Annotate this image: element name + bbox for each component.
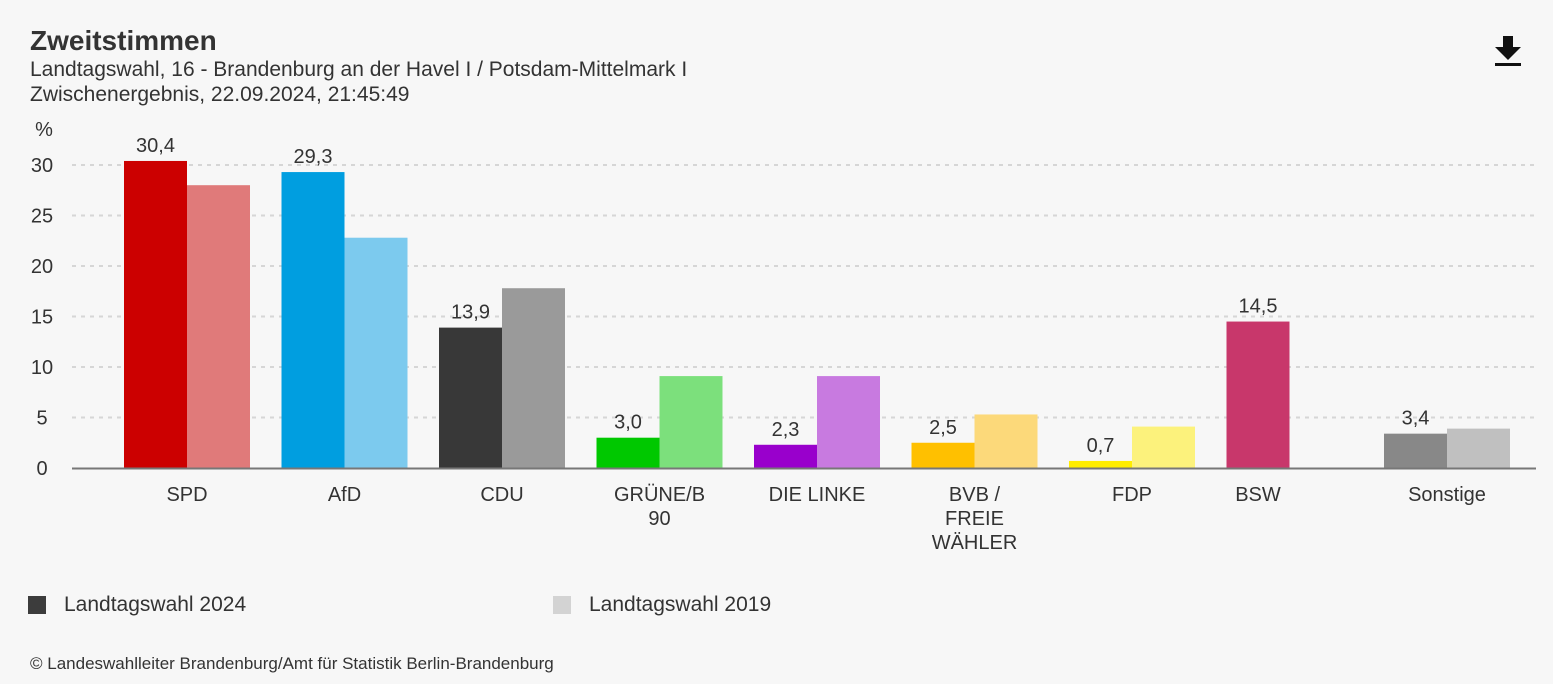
x-tick-label: WÄHLER <box>932 532 1018 554</box>
x-tick-label: FDP <box>1112 484 1152 506</box>
legend-swatch <box>28 596 46 614</box>
copyright-note: © Landeswahlleiter Brandenburg/Amt für S… <box>30 654 554 673</box>
bar-2019[interactable] <box>974 414 1038 468</box>
legend-label: Landtagswahl 2024 <box>64 593 247 616</box>
x-tick-label: CDU <box>480 484 523 506</box>
x-tick-label: Sonstige <box>1408 484 1486 506</box>
bar-2019[interactable] <box>659 376 723 468</box>
bar-2019[interactable] <box>1132 426 1195 468</box>
x-tick-label: BVB / <box>949 484 1001 506</box>
legend-label: Landtagswahl 2019 <box>589 593 772 616</box>
bar-2024[interactable] <box>1226 321 1290 468</box>
y-tick-label: 15 <box>31 307 53 329</box>
chart-title: Zweitstimmen <box>30 25 217 56</box>
bar-chart: 0 5 10 15 20 25 30 % 30,4 29,3 13,9 3,0 2,3 2,5 0,7 1… <box>31 119 1536 554</box>
legend-item-2019[interactable]: Landtagswahl 2019 <box>553 593 771 617</box>
y-tick-label: 30 <box>31 155 53 177</box>
y-tick-label: 20 <box>31 256 53 278</box>
legend-item-2024[interactable]: Landtagswahl 2024 <box>28 593 246 617</box>
x-tick-label: AfD <box>328 484 361 506</box>
bar-2019[interactable] <box>187 185 250 468</box>
y-tick-label: 25 <box>31 206 53 228</box>
y-axis-label: % <box>35 119 53 141</box>
x-tick-label: DIE LINKE <box>769 484 866 506</box>
y-tick-label: 0 <box>36 458 47 480</box>
bar-2019[interactable] <box>502 288 565 468</box>
data-label: 14,5 <box>1239 296 1278 318</box>
bar-2024[interactable] <box>124 160 187 468</box>
x-tick-label: BSW <box>1235 484 1281 506</box>
y-tick-label: 10 <box>31 357 53 379</box>
bar-2019[interactable] <box>1447 428 1510 468</box>
chart-status: Zwischenergebnis, 22.09.2024, 21:45:49 <box>30 83 410 106</box>
chart-subtitle: Landtagswahl, 16 - Brandenburg an der Ha… <box>30 58 688 81</box>
bar-2024[interactable] <box>596 437 660 468</box>
bar-2024[interactable] <box>1069 460 1132 468</box>
data-label: 2,3 <box>772 419 800 441</box>
bar-2024[interactable] <box>1384 433 1447 468</box>
bar-2019[interactable] <box>817 376 880 468</box>
y-tick-label: 5 <box>36 408 47 430</box>
data-label: 29,3 <box>294 146 333 168</box>
download-icon <box>1495 36 1521 66</box>
bar-2024[interactable] <box>754 444 817 468</box>
bar-2024[interactable] <box>911 442 975 468</box>
bar-2024[interactable] <box>439 327 502 468</box>
data-label: 3,4 <box>1402 408 1430 430</box>
data-label: 3,0 <box>614 412 642 434</box>
x-tick-label: GRÜNE/B <box>614 484 705 506</box>
data-label: 0,7 <box>1087 435 1115 457</box>
bar-2024[interactable] <box>281 172 345 468</box>
x-tick-label: FREIE <box>945 508 1004 530</box>
data-label: 13,9 <box>451 302 490 324</box>
x-tick-label: SPD <box>166 484 207 506</box>
data-label: 2,5 <box>929 417 957 439</box>
download-button[interactable] <box>1490 32 1526 72</box>
legend-swatch <box>553 596 571 614</box>
data-label: 30,4 <box>136 135 175 157</box>
x-tick-label: 90 <box>648 508 670 530</box>
bar-2019[interactable] <box>344 237 408 468</box>
